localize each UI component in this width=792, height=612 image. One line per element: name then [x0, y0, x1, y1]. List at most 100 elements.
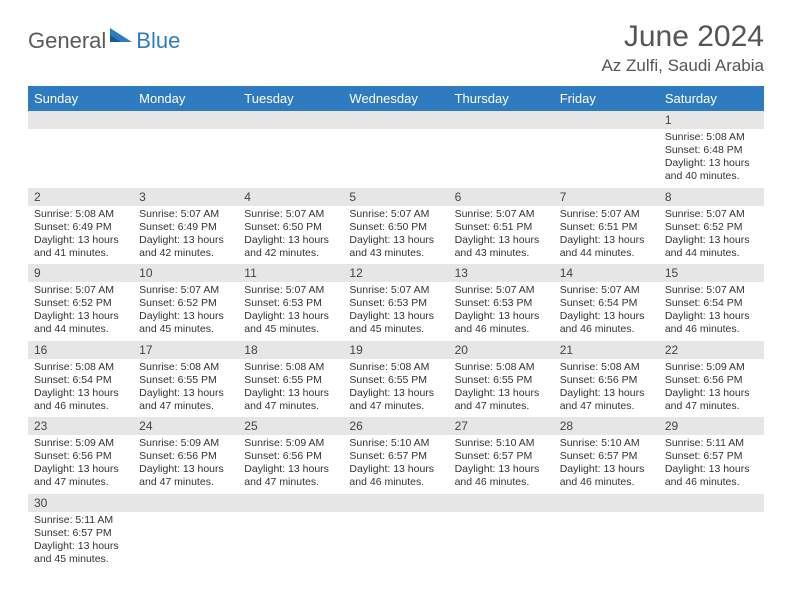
day-number-cell: 1 — [659, 111, 764, 129]
day-number-cell: 10 — [133, 264, 238, 282]
day-number-cell: 20 — [449, 341, 554, 359]
sunrise-text: Sunrise: 5:07 AM — [349, 284, 442, 297]
day-detail-cell: Sunrise: 5:10 AMSunset: 6:57 PMDaylight:… — [449, 435, 554, 494]
day-header-row: Sunday Monday Tuesday Wednesday Thursday… — [28, 86, 764, 111]
sunrise-text: Sunrise: 5:07 AM — [560, 284, 653, 297]
day-number-cell: 7 — [554, 188, 659, 206]
day-number-cell — [343, 111, 448, 129]
day-number-cell: 5 — [343, 188, 448, 206]
sunrise-text: Sunrise: 5:08 AM — [34, 208, 127, 221]
sunrise-text: Sunrise: 5:08 AM — [455, 361, 548, 374]
day-number-cell: 13 — [449, 264, 554, 282]
sunrise-text: Sunrise: 5:09 AM — [34, 437, 127, 450]
sunset-text: Sunset: 6:48 PM — [665, 144, 758, 157]
sunrise-text: Sunrise: 5:07 AM — [139, 208, 232, 221]
day-number-cell — [238, 494, 343, 512]
sunset-text: Sunset: 6:55 PM — [455, 374, 548, 387]
sunrise-text: Sunrise: 5:08 AM — [34, 361, 127, 374]
daylight-text: Daylight: 13 hours and 42 minutes. — [139, 234, 232, 260]
calendar-body: 1Sunrise: 5:08 AMSunset: 6:48 PMDaylight… — [28, 111, 764, 570]
day-detail-cell — [133, 129, 238, 188]
day-detail-cell: Sunrise: 5:07 AMSunset: 6:51 PMDaylight:… — [554, 206, 659, 265]
day-number-cell — [449, 111, 554, 129]
day-detail-cell — [28, 129, 133, 188]
sunset-text: Sunset: 6:54 PM — [665, 297, 758, 310]
day-detail-cell — [659, 512, 764, 571]
day-header: Wednesday — [343, 86, 448, 111]
sunrise-text: Sunrise: 5:07 AM — [665, 208, 758, 221]
daylight-text: Daylight: 13 hours and 45 minutes. — [349, 310, 442, 336]
day-number-row: 2345678 — [28, 188, 764, 206]
day-detail-cell: Sunrise: 5:10 AMSunset: 6:57 PMDaylight:… — [343, 435, 448, 494]
daylight-text: Daylight: 13 hours and 44 minutes. — [560, 234, 653, 260]
daylight-text: Daylight: 13 hours and 44 minutes. — [34, 310, 127, 336]
daylight-text: Daylight: 13 hours and 45 minutes. — [34, 540, 127, 566]
daylight-text: Daylight: 13 hours and 46 minutes. — [349, 463, 442, 489]
sunrise-text: Sunrise: 5:07 AM — [139, 284, 232, 297]
daylight-text: Daylight: 13 hours and 47 minutes. — [244, 387, 337, 413]
sunrise-text: Sunrise: 5:09 AM — [665, 361, 758, 374]
day-number-cell — [343, 494, 448, 512]
day-number-cell — [238, 111, 343, 129]
day-detail-cell: Sunrise: 5:09 AMSunset: 6:56 PMDaylight:… — [238, 435, 343, 494]
page-header: General Blue June 2024 Az Zulfi, Saudi A… — [28, 20, 764, 76]
day-detail-cell: Sunrise: 5:07 AMSunset: 6:52 PMDaylight:… — [659, 206, 764, 265]
daylight-text: Daylight: 13 hours and 43 minutes. — [455, 234, 548, 260]
day-detail-cell: Sunrise: 5:09 AMSunset: 6:56 PMDaylight:… — [133, 435, 238, 494]
daylight-text: Daylight: 13 hours and 46 minutes. — [455, 310, 548, 336]
day-header: Friday — [554, 86, 659, 111]
day-number-cell: 24 — [133, 417, 238, 435]
sunrise-text: Sunrise: 5:11 AM — [665, 437, 758, 450]
title-block: June 2024 Az Zulfi, Saudi Arabia — [601, 20, 764, 76]
sunset-text: Sunset: 6:57 PM — [349, 450, 442, 463]
brand-part1: General — [28, 28, 106, 54]
sunrise-text: Sunrise: 5:08 AM — [665, 131, 758, 144]
daylight-text: Daylight: 13 hours and 47 minutes. — [665, 387, 758, 413]
day-detail-cell: Sunrise: 5:07 AMSunset: 6:54 PMDaylight:… — [554, 282, 659, 341]
daylight-text: Daylight: 13 hours and 44 minutes. — [665, 234, 758, 260]
sunset-text: Sunset: 6:52 PM — [34, 297, 127, 310]
sunset-text: Sunset: 6:57 PM — [560, 450, 653, 463]
sunset-text: Sunset: 6:51 PM — [455, 221, 548, 234]
day-number-cell: 14 — [554, 264, 659, 282]
sunrise-text: Sunrise: 5:08 AM — [560, 361, 653, 374]
day-detail-cell: Sunrise: 5:09 AMSunset: 6:56 PMDaylight:… — [659, 359, 764, 418]
day-detail-cell: Sunrise: 5:08 AMSunset: 6:55 PMDaylight:… — [449, 359, 554, 418]
daylight-text: Daylight: 13 hours and 47 minutes. — [34, 463, 127, 489]
month-title: June 2024 — [601, 20, 764, 54]
daylight-text: Daylight: 13 hours and 45 minutes. — [244, 310, 337, 336]
sunset-text: Sunset: 6:53 PM — [455, 297, 548, 310]
sunset-text: Sunset: 6:54 PM — [560, 297, 653, 310]
day-number-cell — [659, 494, 764, 512]
sunset-text: Sunset: 6:56 PM — [560, 374, 653, 387]
calendar-table: Sunday Monday Tuesday Wednesday Thursday… — [28, 86, 764, 570]
day-number-cell: 15 — [659, 264, 764, 282]
daylight-text: Daylight: 13 hours and 46 minutes. — [560, 310, 653, 336]
day-number-cell: 30 — [28, 494, 133, 512]
sunrise-text: Sunrise: 5:07 AM — [244, 284, 337, 297]
day-number-cell: 11 — [238, 264, 343, 282]
day-detail-cell — [554, 512, 659, 571]
day-number-row: 23242526272829 — [28, 417, 764, 435]
day-detail-row: Sunrise: 5:11 AMSunset: 6:57 PMDaylight:… — [28, 512, 764, 571]
sunset-text: Sunset: 6:52 PM — [665, 221, 758, 234]
day-detail-cell — [554, 129, 659, 188]
day-number-cell: 23 — [28, 417, 133, 435]
day-number-cell: 9 — [28, 264, 133, 282]
day-number-cell: 16 — [28, 341, 133, 359]
day-header: Tuesday — [238, 86, 343, 111]
sunset-text: Sunset: 6:51 PM — [560, 221, 653, 234]
location-label: Az Zulfi, Saudi Arabia — [601, 56, 764, 76]
day-number-cell: 17 — [133, 341, 238, 359]
day-detail-cell — [449, 512, 554, 571]
sunrise-text: Sunrise: 5:08 AM — [244, 361, 337, 374]
day-detail-cell: Sunrise: 5:07 AMSunset: 6:52 PMDaylight:… — [133, 282, 238, 341]
sunset-text: Sunset: 6:56 PM — [244, 450, 337, 463]
day-detail-cell: Sunrise: 5:07 AMSunset: 6:50 PMDaylight:… — [343, 206, 448, 265]
sunset-text: Sunset: 6:50 PM — [349, 221, 442, 234]
day-detail-cell — [133, 512, 238, 571]
sunrise-text: Sunrise: 5:10 AM — [455, 437, 548, 450]
sunrise-text: Sunrise: 5:10 AM — [349, 437, 442, 450]
sunrise-text: Sunrise: 5:07 AM — [455, 284, 548, 297]
day-detail-cell — [343, 512, 448, 571]
